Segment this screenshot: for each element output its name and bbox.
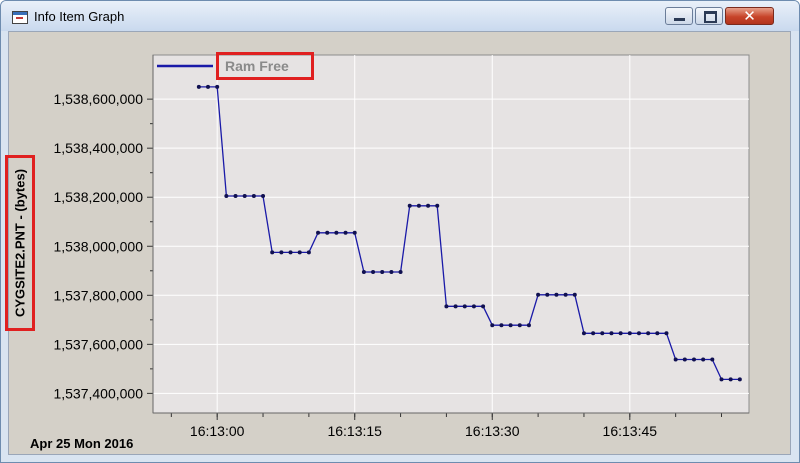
data-point (490, 323, 495, 328)
plot-area (152, 54, 750, 414)
data-point (728, 377, 733, 382)
data-point (288, 250, 293, 255)
data-point (536, 292, 541, 297)
data-point (224, 193, 229, 198)
maximize-icon (704, 11, 717, 23)
y-tick-label: 1,537,800,000 (53, 287, 143, 303)
data-point (279, 250, 284, 255)
y-tick-label: 1,537,600,000 (53, 336, 143, 352)
data-point (215, 84, 220, 89)
data-point (737, 377, 742, 382)
date-label: Apr 25 Mon 2016 (30, 436, 134, 451)
x-tick-label: 16:13:15 (327, 423, 382, 439)
data-point (701, 357, 706, 362)
data-point (361, 270, 366, 275)
data-point (306, 250, 311, 255)
data-point (233, 193, 238, 198)
data-point (462, 304, 467, 309)
legend-entry-highlight: Ram Free (216, 52, 314, 80)
minimize-icon (674, 18, 685, 21)
maximize-button[interactable] (695, 7, 723, 25)
y-tick-label: 1,538,400,000 (53, 140, 143, 156)
data-point (545, 292, 550, 297)
data-point (710, 357, 715, 362)
data-point (407, 203, 412, 208)
y-tick-label: 1,538,600,000 (53, 91, 143, 107)
y-axis-label: CYGSITE2.PNT - (bytes) (12, 168, 28, 318)
data-point (398, 270, 403, 275)
data-point (242, 193, 247, 198)
data-point (270, 250, 275, 255)
data-point (343, 230, 348, 235)
data-point (471, 304, 476, 309)
data-point (499, 323, 504, 328)
data-point (627, 331, 632, 336)
data-point (572, 292, 577, 297)
x-tick-label: 16:13:00 (190, 423, 245, 439)
data-point (416, 203, 421, 208)
data-point (325, 230, 330, 235)
y-tick-label: 1,538,000,000 (53, 238, 143, 254)
close-button[interactable]: ✕ (725, 7, 774, 25)
data-point (334, 230, 339, 235)
y-tick-label: 1,537,400,000 (53, 385, 143, 401)
data-point (481, 304, 486, 309)
window-title: Info Item Graph (34, 9, 125, 24)
minimize-button[interactable] (665, 7, 693, 25)
y-axis-label-highlight: CYGSITE2.PNT - (bytes) (5, 155, 35, 331)
data-point (196, 84, 201, 89)
data-point (636, 331, 641, 336)
graph-window-icon (12, 11, 28, 24)
title-bar[interactable]: Info Item Graph ✕ (1, 1, 799, 31)
data-point (664, 331, 669, 336)
data-point (526, 323, 531, 328)
data-point (444, 304, 449, 309)
data-point (251, 193, 256, 198)
data-point (389, 270, 394, 275)
data-point (563, 292, 568, 297)
legend-label: Ram Free (225, 58, 289, 74)
data-point (380, 270, 385, 275)
data-point (581, 331, 586, 336)
data-point (673, 357, 678, 362)
data-point (609, 331, 614, 336)
data-point (426, 203, 431, 208)
data-point (591, 331, 596, 336)
x-tick-label: 16:13:30 (465, 423, 520, 439)
data-point (618, 331, 623, 336)
data-point (508, 323, 513, 328)
data-point (554, 292, 559, 297)
data-point (600, 331, 605, 336)
data-point (646, 331, 651, 336)
data-point (719, 377, 724, 382)
close-icon: ✕ (743, 7, 756, 25)
data-point (352, 230, 357, 235)
data-point (316, 230, 321, 235)
y-tick-label: 1,538,200,000 (53, 189, 143, 205)
data-point (691, 357, 696, 362)
data-point (371, 270, 376, 275)
data-point (655, 331, 660, 336)
data-point (261, 193, 266, 198)
x-tick-label: 16:13:45 (603, 423, 658, 439)
data-point (517, 323, 522, 328)
data-point (435, 203, 440, 208)
data-point (206, 84, 211, 89)
data-point (682, 357, 687, 362)
data-point (453, 304, 458, 309)
data-point (297, 250, 302, 255)
